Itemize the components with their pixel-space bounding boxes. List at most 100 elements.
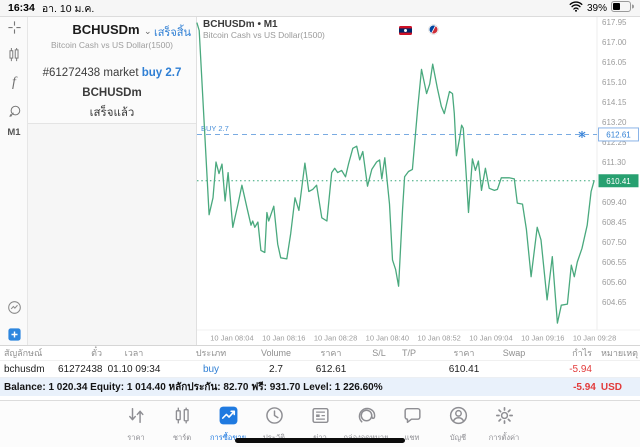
buy-price-tag: [598, 127, 639, 142]
buy-price-tag-label: 612.61: [606, 130, 631, 139]
order-marker-icon: [578, 130, 586, 138]
table-cell: -5.94: [569, 363, 592, 375]
table-cell: 61272438: [58, 363, 103, 375]
tab-label: การตั้งค่า: [488, 433, 520, 442]
flag-laos-icon: [399, 22, 412, 40]
tab-account[interactable]: บัญชี: [435, 405, 481, 447]
tab-label: แชท: [404, 433, 420, 442]
time-axis-label: 10 Jan 09:04: [469, 334, 512, 343]
time-axis-label: 10 Jan 08:04: [210, 334, 253, 343]
tab-history[interactable]: ประวัติ: [251, 405, 297, 447]
column-header: T/P: [401, 348, 416, 358]
time-axis-label: 10 Jan 08:16: [262, 334, 305, 343]
panel-subtitle: Bitcoin Cash vs US Dollar(1500): [51, 40, 173, 50]
order-status-text: เสร็จแล้ว: [89, 107, 135, 119]
price-axis-label: 607.50: [602, 238, 627, 247]
total-profit-currency: USD: [600, 381, 622, 393]
table-cell: 2.7: [269, 363, 283, 375]
total-profit: -5.94 USD: [573, 382, 622, 393]
timeframe-label: M1: [7, 126, 21, 138]
price-series-line: [196, 22, 595, 324]
tab-news[interactable]: ข่าว: [297, 405, 343, 447]
objects-icon[interactable]: [0, 102, 28, 120]
news-icon: [310, 405, 331, 431]
table-cell: bchusdm: [4, 363, 45, 375]
status-bar: 16:34 อา. 10 ม.ค. 39%: [0, 0, 640, 17]
battery-icon: [611, 0, 634, 17]
settings-icon: [494, 405, 515, 431]
price-axis-label: 617.95: [602, 18, 627, 27]
account-icon: [448, 405, 469, 431]
tab-label: ราคา: [127, 433, 145, 442]
tab-mailbox[interactable]: กล่องจดหมาย: [343, 405, 389, 447]
status-date: อา. 10 ม.ค.: [41, 2, 95, 15]
price-axis-label: 616.05: [602, 58, 627, 67]
total-profit-value: -5.94: [573, 381, 596, 393]
history-icon: [264, 405, 285, 431]
table-row[interactable]: bchusdm 61272438 01.10 09:34 buy 2.7 612.61 61…: [0, 360, 640, 377]
chart-panel[interactable]: 617.95 617.00 616.05 615.10 614.15 613.20 612.…: [196, 17, 640, 345]
tab-chart[interactable]: ชาร์ต: [159, 405, 205, 447]
price-chart[interactable]: 617.95 617.00 616.05 615.10 614.15 613.20 612.…: [196, 17, 640, 345]
time-axis-label: 10 Jan 08:40: [366, 334, 409, 343]
price-axis-label: 605.60: [602, 278, 627, 287]
column-header: กำไร: [572, 348, 592, 358]
current-price-tag: [598, 174, 639, 188]
account-summary-bar: Balance: 1 020.34 Equity: 1 014.40 หลักป…: [0, 377, 640, 396]
flag-korea-icon: [428, 22, 439, 40]
tab-label: ประวัติ: [263, 432, 285, 444]
table-header-row: สัญลักษณ์ ตั๋ว เวลา ประเภท Volume ราคา S/L T/P ร…: [0, 346, 640, 360]
chart-icon: [172, 405, 193, 431]
tab-trade[interactable]: การซื้อขาย: [205, 405, 251, 447]
trade-icon: [218, 405, 239, 431]
wifi-icon: [569, 0, 583, 17]
price-axis-label: 613.20: [602, 118, 627, 127]
table-cell: 612.61: [315, 363, 347, 375]
order-id-text: #61272438 market: [42, 67, 139, 79]
order-symbol-text: BCHUSDm: [82, 87, 142, 99]
column-header: S/L: [372, 348, 386, 358]
functions-icon[interactable]: f: [12, 75, 16, 90]
battery-percent: 39%: [586, 2, 607, 14]
chart-header: BCHUSDm • M1 Bitcoin Cash vs US Dollar(1…: [203, 19, 325, 41]
account-summary-text: Balance: 1 020.34 Equity: 1 014.40 หลักป…: [4, 381, 383, 393]
table-cell: 610.41: [448, 363, 480, 375]
chart-title: BCHUSDm • M1: [203, 19, 278, 30]
indicators-icon[interactable]: [0, 45, 28, 63]
time-axis-label: 10 Jan 08:52: [417, 334, 460, 343]
clock-time: 16:34: [8, 2, 35, 14]
panel-divider: [28, 123, 196, 124]
current-price-tag-label: 610.41: [606, 177, 631, 186]
chat-icon: [402, 405, 423, 431]
column-header: เวลา: [124, 348, 144, 358]
price-axis-label: 604.65: [602, 298, 627, 307]
tab-label: กล่องจดหมาย: [343, 432, 388, 444]
analytics-icon[interactable]: [0, 298, 28, 316]
timeframe-button[interactable]: M1: [0, 123, 28, 141]
order-result-panel: BCHUSDm ⌄ เสร็จสิ้น Bitcoin Cash vs US D…: [28, 17, 197, 345]
done-button[interactable]: เสร็จสิ้น: [153, 27, 191, 39]
tab-settings[interactable]: การตั้งค่า: [481, 405, 527, 447]
tab-label: บัญชี: [449, 433, 467, 442]
table-cell: buy: [202, 363, 220, 375]
panel-empty-area: [28, 124, 196, 345]
panel-symbol[interactable]: BCHUSDm: [72, 22, 140, 37]
tab-quotes[interactable]: ราคา: [113, 405, 159, 447]
tab-chat[interactable]: แชท: [389, 405, 435, 447]
time-axis-label: 10 Jan 09:28: [573, 334, 616, 343]
new-window-icon[interactable]: [0, 325, 28, 343]
home-indicator[interactable]: [235, 438, 405, 443]
chevron-down-icon: ⌄: [144, 26, 152, 36]
news-flags: [399, 22, 439, 40]
order-confirmation: #61272438 market buy 2.7 BCHUSDm เสร็จแล…: [28, 63, 196, 123]
column-header: Volume: [260, 348, 292, 358]
tab-label: ชาร์ต: [172, 433, 192, 442]
price-axis-label: 611.30: [602, 158, 626, 167]
column-header: สัญลักษณ์: [4, 348, 43, 358]
positions-table: สัญลักษณ์ ตั๋ว เวลา ประเภท Volume ราคา S/L T/P ร…: [0, 345, 640, 400]
mailbox-icon: [356, 405, 377, 431]
crosshair-icon[interactable]: [0, 18, 28, 36]
price-axis-label: 612.25: [602, 138, 627, 147]
price-axis-label: 617.00: [602, 38, 627, 47]
